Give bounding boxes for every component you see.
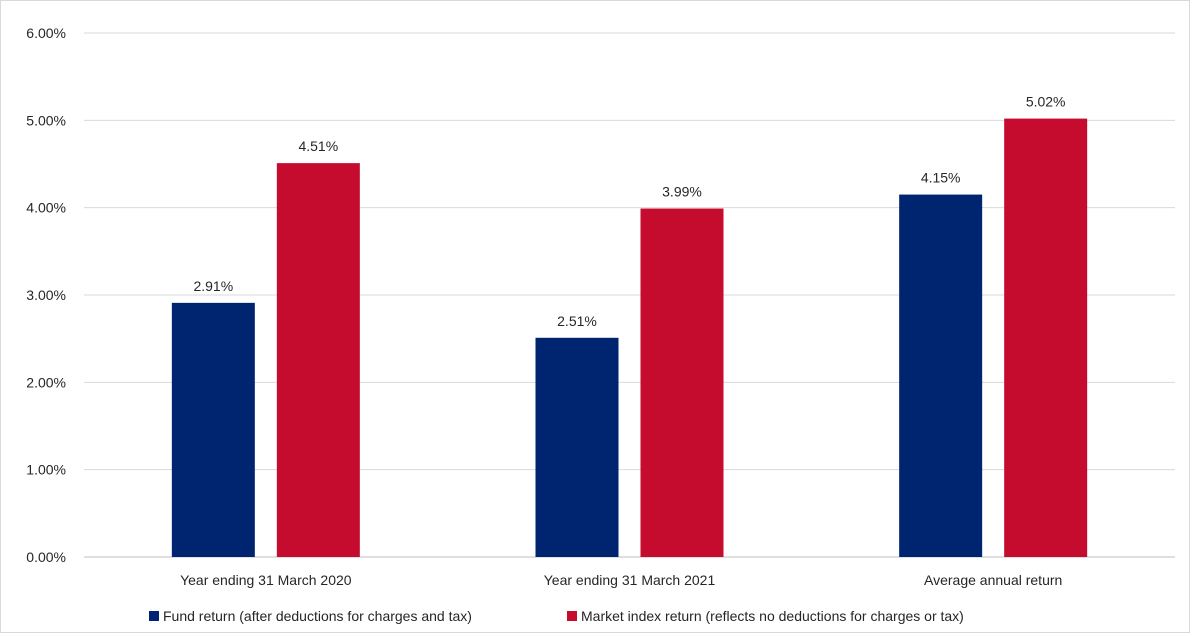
x-category-label: Average annual return (924, 572, 1062, 588)
y-tick-label: 0.00% (26, 549, 66, 565)
bar-series-1-category-1 (640, 208, 724, 558)
legend-label: Fund return (after deductions for charge… (163, 608, 472, 624)
data-label: 2.51% (557, 313, 597, 329)
gridlines (84, 32, 1175, 558)
y-tick-label: 4.00% (26, 200, 66, 216)
y-tick-label: 2.00% (26, 374, 66, 390)
legend-swatch (149, 611, 159, 621)
y-tick-label: 5.00% (26, 112, 66, 128)
bars (171, 118, 1088, 558)
data-label: 2.91% (193, 278, 233, 294)
data-labels: 2.91% 4.51% 2.51% 3.99% 4.15% 5.02% (193, 94, 1065, 329)
y-tick-label: 1.00% (26, 462, 66, 478)
y-axis-tick-labels: 0.00% 1.00% 2.00% 3.00% 4.00% 5.00% 6.00% (26, 25, 66, 565)
legend: Fund return (after deductions for charge… (149, 608, 964, 624)
bar-series-1-category-0 (276, 163, 360, 558)
x-category-label: Year ending 31 March 2021 (544, 572, 716, 588)
y-tick-label: 3.00% (26, 287, 66, 303)
data-label: 4.15% (921, 170, 961, 186)
x-axis-category-labels: Year ending 31 March 2020 Year ending 31 … (180, 572, 1062, 588)
bar-series-0-category-1 (535, 337, 619, 557)
legend-swatch (567, 611, 577, 621)
data-label: 3.99% (662, 184, 702, 200)
legend-label: Market index return (reflects no deducti… (581, 608, 964, 624)
y-tick-label: 6.00% (26, 25, 66, 41)
bar-series-0-category-2 (899, 194, 983, 558)
x-category-label: Year ending 31 March 2020 (180, 572, 352, 588)
bar-series-0-category-0 (171, 302, 255, 557)
data-label: 5.02% (1026, 94, 1066, 110)
data-label: 4.51% (298, 138, 338, 154)
bar-series-1-category-2 (1004, 118, 1088, 557)
